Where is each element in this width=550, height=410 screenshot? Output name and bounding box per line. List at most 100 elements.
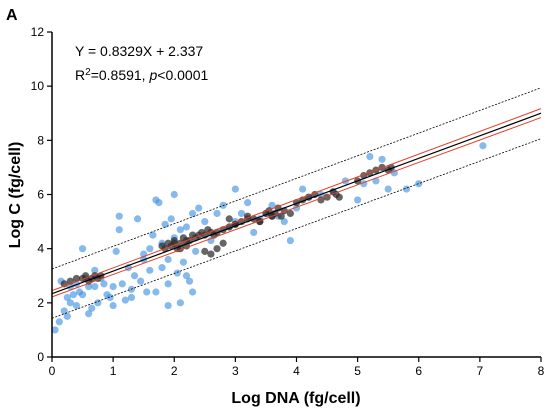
confidence-band-lower [51, 117, 542, 298]
points-layer [51, 142, 487, 334]
data-point-blue [378, 155, 386, 163]
data-point-blue [91, 282, 99, 291]
r2-prefix: R [75, 67, 85, 83]
data-point-blue [182, 272, 191, 280]
data-point-blue [244, 199, 252, 207]
x-tick-label: 1 [110, 364, 117, 378]
lines-layer [51, 87, 542, 319]
data-point-blue [201, 217, 209, 226]
data-point-blue [137, 277, 145, 285]
data-point-blue [146, 245, 154, 253]
r-squared-annotation: R2=0.8591, p<0.0001 [75, 67, 208, 83]
data-point-blue [213, 209, 221, 218]
data-point-blue [366, 152, 374, 161]
data-point-blue [69, 291, 77, 299]
y-tick-label: 10 [31, 79, 45, 93]
data-point-blue [112, 247, 120, 255]
prediction-band-upper [51, 87, 542, 270]
data-point-blue [118, 280, 126, 288]
data-point-blue [188, 288, 197, 296]
x-tick-label: 5 [354, 364, 361, 378]
data-point-blue [115, 226, 123, 234]
data-point-blue [115, 212, 123, 220]
data-point-blue [152, 288, 160, 296]
data-point-blue [85, 310, 93, 318]
data-point-blue [176, 226, 184, 234]
data-point-black [72, 274, 81, 283]
r2-value: =0.8591, [91, 67, 150, 83]
data-point-blue [354, 196, 362, 204]
data-point-blue [192, 247, 200, 255]
data-point-blue [121, 296, 129, 304]
data-point-blue [286, 236, 294, 245]
data-point-blue [149, 231, 157, 239]
data-point-blue [250, 228, 258, 237]
data-point-blue [299, 185, 307, 193]
y-tick-label: 0 [37, 350, 44, 364]
p-value: <0.0001 [157, 67, 208, 83]
x-tick-label: 3 [232, 364, 239, 378]
x-tick-label: 4 [293, 364, 300, 378]
data-point-blue [158, 264, 166, 272]
y-tick-label: 8 [37, 133, 44, 147]
data-point-black [170, 239, 178, 247]
data-point-blue [182, 223, 191, 231]
regression-equation: Y = 0.8329X + 2.337 [75, 43, 203, 59]
x-axis-title: Log DNA (fg/cell) [231, 390, 360, 407]
data-point-blue [133, 215, 142, 223]
data-point-blue [155, 199, 163, 207]
x-tick-label: 6 [415, 364, 422, 378]
data-point-blue [231, 185, 239, 193]
data-point-black [207, 250, 215, 258]
data-point-blue [109, 301, 117, 310]
confidence-band-upper [51, 108, 542, 292]
data-point-black [213, 245, 221, 253]
data-point-blue [78, 291, 87, 299]
data-point-blue [146, 266, 154, 274]
data-point-blue [479, 142, 487, 150]
data-point-blue [106, 293, 114, 302]
data-point-blue [164, 255, 172, 264]
x-tick-label: 2 [171, 364, 178, 378]
data-point-blue [164, 280, 172, 288]
data-point-blue [176, 299, 184, 307]
data-point-blue [167, 215, 175, 223]
y-tick-label: 4 [37, 242, 44, 256]
data-point-blue [237, 209, 246, 218]
x-tick-label: 7 [477, 364, 484, 378]
data-point-blue [78, 245, 87, 253]
r2-superscript: 2 [85, 67, 91, 78]
y-tick-label: 12 [31, 25, 45, 39]
data-point-blue [91, 266, 99, 274]
prediction-band-lower [51, 138, 542, 319]
data-point-blue [164, 301, 172, 310]
y-tick-label: 6 [37, 188, 44, 202]
p-symbol: p [148, 67, 157, 83]
data-point-blue [63, 293, 71, 302]
data-point-blue [55, 318, 63, 326]
x-tick-label: 8 [538, 364, 545, 378]
data-point-black [219, 239, 227, 247]
data-point-blue [143, 288, 151, 296]
data-point-blue [63, 312, 71, 320]
data-point-blue [173, 269, 181, 277]
data-point-blue [185, 277, 194, 285]
data-point-blue [280, 217, 288, 226]
data-point-blue [88, 304, 96, 312]
data-point-blue [130, 272, 139, 280]
data-point-blue [268, 201, 276, 209]
data-point-blue [94, 299, 102, 307]
data-point-blue [100, 280, 108, 288]
data-point-blue [179, 258, 188, 266]
data-point-blue [384, 185, 392, 193]
data-point-blue [109, 282, 117, 291]
data-point-blue [51, 326, 59, 334]
data-point-blue [127, 293, 136, 302]
panel-label: A [6, 7, 18, 24]
y-axis-title: Log C (fg/cell) [7, 142, 24, 249]
data-point-black [286, 209, 294, 218]
x-tick-label: 0 [49, 364, 56, 378]
